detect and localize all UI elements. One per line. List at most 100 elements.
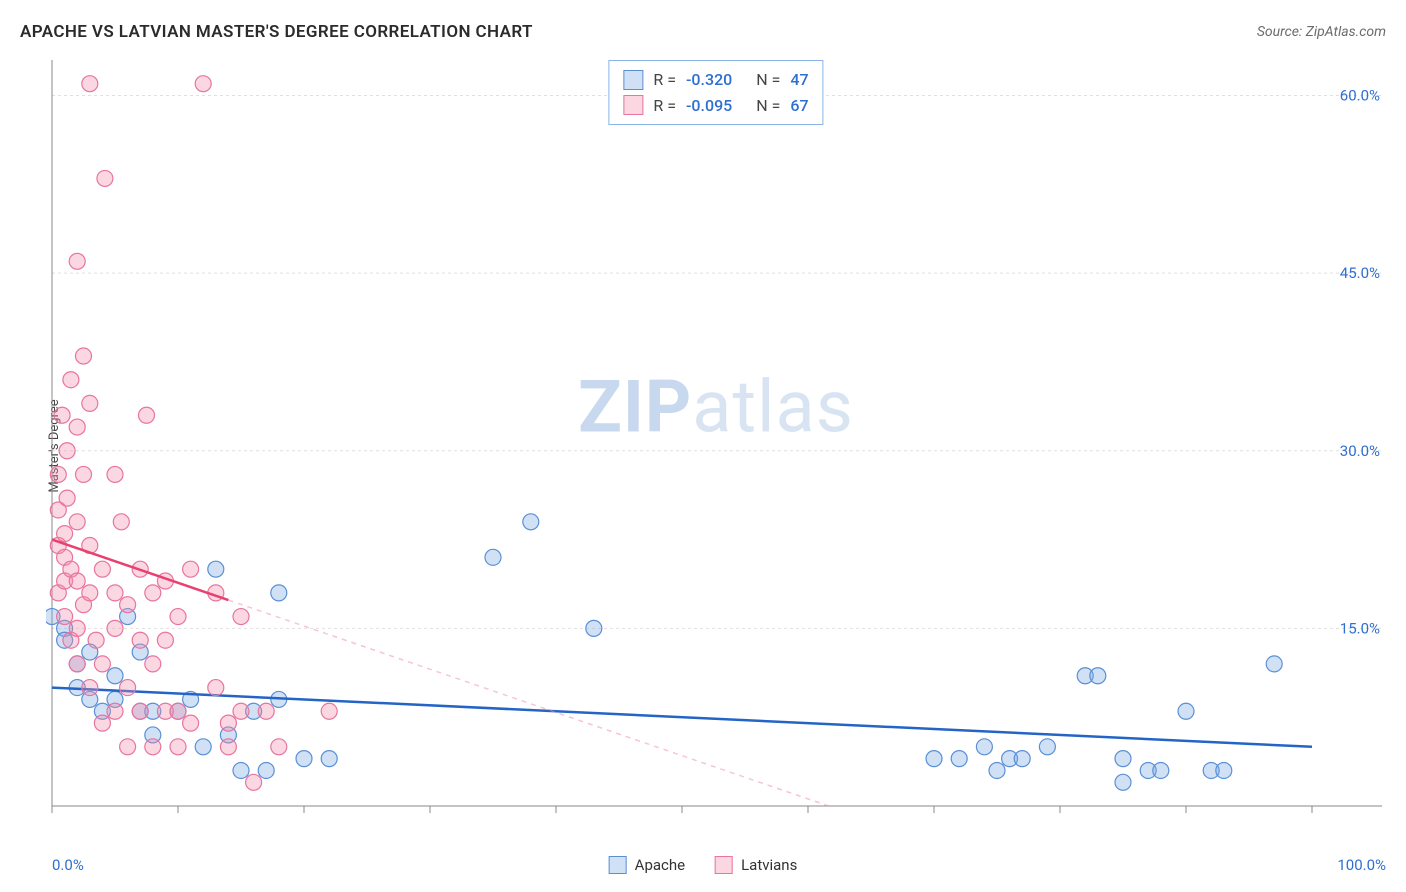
legend-label: Latvians bbox=[741, 856, 797, 874]
scatter-point bbox=[296, 751, 312, 767]
scatter-point bbox=[258, 703, 274, 719]
scatter-point bbox=[120, 597, 136, 613]
scatter-point bbox=[82, 76, 98, 92]
scatter-point bbox=[76, 348, 92, 364]
scatter-point bbox=[170, 739, 186, 755]
scatter-point bbox=[1014, 751, 1030, 767]
chart-area: 15.0%30.0%45.0%60.0% ZIPatlas R = -0.320… bbox=[46, 56, 1386, 836]
stat-r-value: -0.320 bbox=[686, 67, 732, 93]
scatter-point bbox=[1178, 703, 1194, 719]
scatter-point bbox=[195, 739, 211, 755]
scatter-point bbox=[170, 703, 186, 719]
stat-r-value: -0.095 bbox=[686, 93, 732, 119]
scatter-point bbox=[94, 561, 110, 577]
scatter-point bbox=[54, 407, 70, 423]
stat-label-n: N = bbox=[756, 67, 780, 93]
scatter-point bbox=[195, 76, 211, 92]
scatter-point bbox=[82, 395, 98, 411]
scatter-point bbox=[1039, 739, 1055, 755]
chart-title: APACHE VS LATVIAN MASTER'S DEGREE CORREL… bbox=[20, 22, 533, 42]
scatter-point bbox=[976, 739, 992, 755]
scatter-point bbox=[926, 751, 942, 767]
scatter-point bbox=[523, 514, 539, 530]
scatter-point bbox=[69, 514, 85, 530]
stat-label-r: R = bbox=[653, 67, 676, 93]
y-tick-label: 60.0% bbox=[1340, 87, 1380, 105]
scatter-point bbox=[63, 372, 79, 388]
scatter-point bbox=[183, 561, 199, 577]
scatter-point bbox=[94, 656, 110, 672]
scatter-point bbox=[145, 656, 161, 672]
stat-n-value: 67 bbox=[790, 93, 808, 119]
stat-label-r: R = bbox=[653, 93, 676, 119]
legend-item: Apache bbox=[609, 856, 685, 874]
scatter-point bbox=[271, 739, 287, 755]
scatter-point bbox=[208, 561, 224, 577]
scatter-point bbox=[59, 490, 75, 506]
scatter-point bbox=[59, 443, 75, 459]
scatter-point bbox=[69, 253, 85, 269]
scatter-point bbox=[145, 585, 161, 601]
scatter-point bbox=[57, 609, 73, 625]
scatter-point bbox=[132, 632, 148, 648]
scatter-point bbox=[107, 703, 123, 719]
scatter-point bbox=[258, 762, 274, 778]
stat-label-n: N = bbox=[756, 93, 780, 119]
scatter-point bbox=[220, 715, 236, 731]
scatter-point bbox=[82, 680, 98, 696]
scatter-point bbox=[1153, 762, 1169, 778]
scatter-point bbox=[69, 656, 85, 672]
source-label: Source: ZipAtlas.com bbox=[1257, 24, 1386, 40]
x-axis-max-label: 100.0% bbox=[1337, 856, 1386, 874]
scatter-point bbox=[69, 620, 85, 636]
y-tick-label: 30.0% bbox=[1340, 442, 1380, 460]
scatter-point bbox=[132, 703, 148, 719]
y-tick-label: 45.0% bbox=[1340, 264, 1380, 282]
stats-row: R = -0.095 N = 67 bbox=[623, 93, 808, 119]
scatter-point bbox=[321, 703, 337, 719]
trend-line-dashed bbox=[228, 600, 828, 806]
stats-row: R = -0.320N = 47 bbox=[623, 67, 808, 93]
scatter-point bbox=[951, 751, 967, 767]
scatter-point bbox=[107, 585, 123, 601]
scatter-point bbox=[233, 703, 249, 719]
scatter-point bbox=[157, 632, 173, 648]
scatter-point bbox=[485, 549, 501, 565]
scatter-point bbox=[69, 419, 85, 435]
scatter-point bbox=[145, 739, 161, 755]
scatter-point bbox=[69, 573, 85, 589]
legend-swatch bbox=[609, 856, 627, 874]
scatter-point bbox=[233, 609, 249, 625]
scatter-point bbox=[271, 585, 287, 601]
scatter-point bbox=[50, 466, 66, 482]
scatter-point bbox=[113, 514, 129, 530]
bottom-legend: Apache Latvians bbox=[609, 856, 798, 874]
legend-swatch bbox=[623, 95, 643, 115]
scatter-point bbox=[1115, 751, 1131, 767]
scatter-point bbox=[233, 762, 249, 778]
scatter-point bbox=[183, 715, 199, 731]
legend-label: Apache bbox=[635, 856, 685, 874]
scatter-point bbox=[120, 680, 136, 696]
scatter-point bbox=[1115, 774, 1131, 790]
y-tick-label: 15.0% bbox=[1340, 619, 1380, 637]
scatter-point bbox=[246, 774, 262, 790]
scatter-point bbox=[76, 466, 92, 482]
scatter-point bbox=[1266, 656, 1282, 672]
scatter-point bbox=[82, 585, 98, 601]
scatter-point bbox=[107, 620, 123, 636]
scatter-point bbox=[586, 620, 602, 636]
scatter-point bbox=[989, 762, 1005, 778]
scatter-point bbox=[170, 609, 186, 625]
scatter-point bbox=[97, 170, 113, 186]
scatter-point bbox=[57, 526, 73, 542]
scatter-chart: 15.0% 30.0% 45.0% 60.0% bbox=[46, 56, 1386, 836]
x-axis-min-label: 0.0% bbox=[52, 856, 84, 874]
legend-swatch bbox=[623, 70, 643, 90]
scatter-point bbox=[139, 407, 155, 423]
scatter-point bbox=[107, 668, 123, 684]
scatter-point bbox=[94, 715, 110, 731]
scatter-point bbox=[1090, 668, 1106, 684]
scatter-point bbox=[321, 751, 337, 767]
scatter-point bbox=[107, 466, 123, 482]
